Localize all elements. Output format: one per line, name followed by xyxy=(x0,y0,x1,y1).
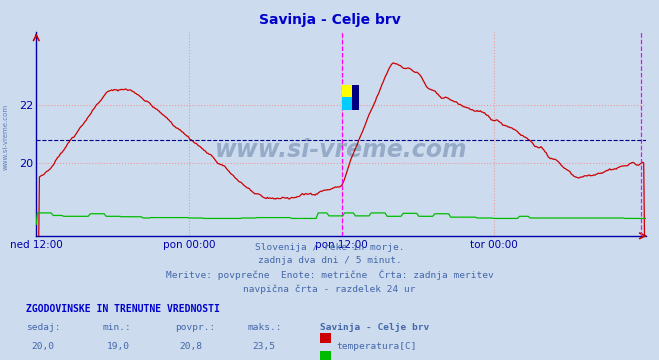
Text: 23,5: 23,5 xyxy=(252,342,275,351)
Text: maks.:: maks.: xyxy=(247,323,281,332)
Text: 19,0: 19,0 xyxy=(107,342,130,351)
Text: 20,8: 20,8 xyxy=(180,342,202,351)
Text: Savinja - Celje brv: Savinja - Celje brv xyxy=(320,323,429,332)
Text: sedaj:: sedaj: xyxy=(26,323,61,332)
Text: ZGODOVINSKE IN TRENUTNE VREDNOSTI: ZGODOVINSKE IN TRENUTNE VREDNOSTI xyxy=(26,304,220,314)
Text: povpr.:: povpr.: xyxy=(175,323,215,332)
Bar xyxy=(352,85,359,110)
Text: min.:: min.: xyxy=(102,323,131,332)
Text: 20,0: 20,0 xyxy=(32,342,54,351)
Text: Savinja - Celje brv: Savinja - Celje brv xyxy=(258,13,401,27)
Text: Slovenija / reke in morje.
zadnja dva dni / 5 minut.
Meritve: povprečne  Enote: : Slovenija / reke in morje. zadnja dva dn… xyxy=(165,243,494,294)
Text: www.si-vreme.com: www.si-vreme.com xyxy=(215,138,467,162)
Bar xyxy=(342,98,352,110)
Bar xyxy=(342,85,352,98)
Text: temperatura[C]: temperatura[C] xyxy=(337,342,417,351)
Text: www.si-vreme.com: www.si-vreme.com xyxy=(2,104,9,170)
